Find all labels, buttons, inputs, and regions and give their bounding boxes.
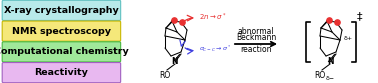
Text: reaction: reaction <box>240 44 272 54</box>
Text: δ−: δ− <box>326 76 335 81</box>
Text: ‡: ‡ <box>357 11 363 21</box>
FancyBboxPatch shape <box>2 21 121 41</box>
Text: NMR spectroscopy: NMR spectroscopy <box>12 27 111 36</box>
Text: N: N <box>327 58 333 66</box>
Text: RO: RO <box>160 71 170 81</box>
Text: Computational chemistry: Computational chemistry <box>0 47 129 56</box>
FancyBboxPatch shape <box>2 42 121 62</box>
Text: Reactivity: Reactivity <box>34 68 88 77</box>
Text: N: N <box>172 58 178 66</box>
FancyBboxPatch shape <box>2 63 121 83</box>
FancyBboxPatch shape <box>2 0 121 20</box>
Text: Beckmann: Beckmann <box>236 34 276 42</box>
Text: $2n \rightarrow \sigma^*$: $2n \rightarrow \sigma^*$ <box>199 11 226 23</box>
Text: abnormal: abnormal <box>238 27 274 37</box>
Text: RO: RO <box>314 71 325 81</box>
Text: X-ray crystallography: X-ray crystallography <box>4 6 119 15</box>
Text: $\sigma_{C-C} \rightarrow \sigma^*$: $\sigma_{C-C} \rightarrow \sigma^*$ <box>199 44 231 54</box>
Text: δ+: δ+ <box>344 36 353 41</box>
